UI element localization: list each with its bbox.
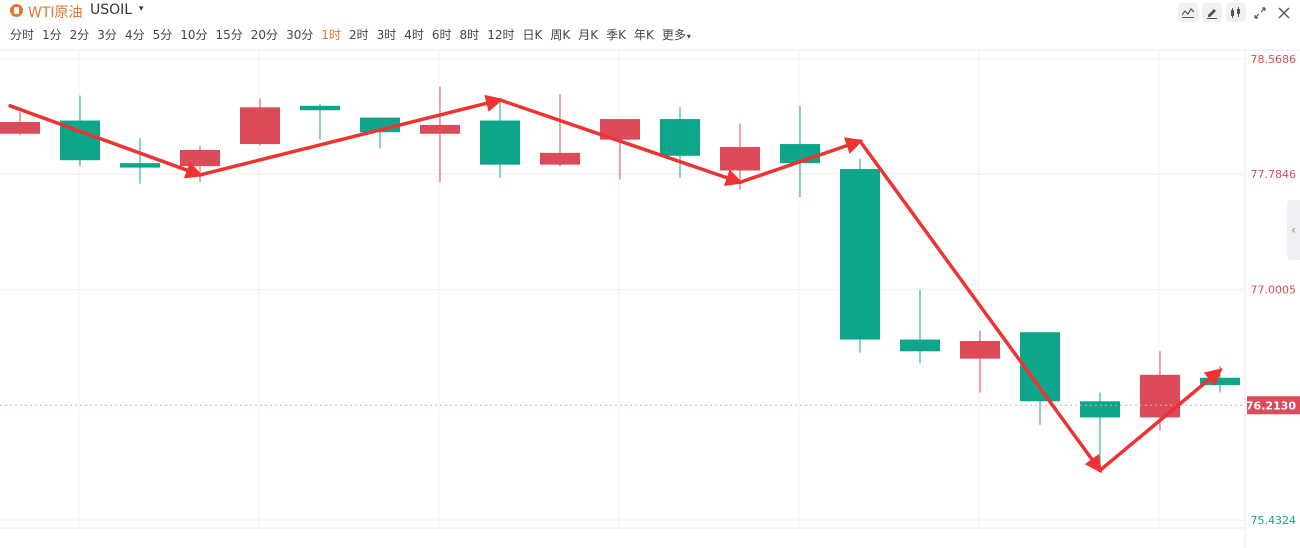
period-tab[interactable]: 20分	[250, 28, 279, 42]
period-tab[interactable]: 分时	[10, 28, 35, 42]
indicator-icon[interactable]	[1178, 3, 1198, 22]
y-tick-label: 78.5686	[1251, 53, 1297, 66]
candle-body	[960, 341, 1000, 359]
instrument-name[interactable]: WTI原油	[28, 5, 83, 21]
period-tab[interactable]: 5分	[152, 28, 173, 42]
chart-toolbar	[1178, 3, 1294, 22]
period-tab[interactable]: 8时	[459, 28, 480, 42]
fullscreen-icon[interactable]	[1250, 3, 1270, 22]
chart-header: WTI原油 USOIL ▾	[0, 0, 1300, 24]
period-selector: 分时 1分 2分 3分 4分 5分 10分 15分 20分 30分 1时 2时 3时 4时 6时 8时 12时日…	[10, 26, 691, 44]
candle-body	[480, 120, 520, 165]
last-price-tag	[1247, 396, 1300, 415]
draw-icon[interactable]	[1202, 3, 1222, 22]
period-tab[interactable]: 1时	[321, 28, 341, 42]
period-tab[interactable]: 6时	[431, 28, 452, 42]
period-tab[interactable]: 3时	[376, 28, 397, 42]
period-tab[interactable]: 月K	[578, 28, 599, 42]
candle-body	[0, 122, 40, 134]
candle-body	[300, 105, 340, 111]
chevron-left-icon: ‹	[1291, 223, 1296, 237]
instrument-dropdown-caret-icon[interactable]: ▾	[139, 4, 144, 14]
period-tab[interactable]: 1分	[42, 28, 62, 42]
trend-arrow	[8, 104, 204, 179]
trend-arrow	[198, 94, 504, 177]
period-tab[interactable]: 3分	[97, 28, 117, 42]
candle-body	[240, 107, 280, 145]
candle-type-icon[interactable]	[1226, 3, 1246, 22]
period-tab[interactable]: 季K	[606, 28, 626, 42]
candle-body	[420, 124, 460, 134]
last-price-label: 76.2130	[1246, 399, 1296, 412]
period-tab[interactable]: 更多▾	[661, 28, 691, 42]
trend-arrow	[1098, 368, 1223, 473]
more-caret-icon: ▾	[686, 32, 691, 41]
period-tab[interactable]: 4时	[404, 28, 424, 42]
period-tab[interactable]: 年K	[633, 28, 654, 42]
period-tab[interactable]: 12时	[487, 28, 515, 42]
candle-body	[720, 146, 760, 171]
trend-arrow	[858, 139, 1103, 474]
candle-body	[540, 152, 580, 165]
candle-body	[1140, 374, 1180, 418]
period-tab[interactable]: 2分	[69, 28, 90, 42]
y-tick-label: 77.0005	[1251, 284, 1297, 297]
period-tab[interactable]: 周K	[550, 28, 571, 42]
y-tick-label: 77.7846	[1251, 168, 1297, 181]
period-tab[interactable]: 10分	[180, 28, 208, 42]
period-tab[interactable]: 30分	[286, 28, 314, 42]
candle-body	[180, 149, 220, 167]
candle-body	[840, 169, 880, 340]
instrument-code[interactable]: USOIL	[90, 2, 133, 18]
candle-body	[1080, 401, 1120, 418]
trend-arrow	[498, 98, 744, 187]
y-tick-label: 75.4324	[1251, 514, 1297, 527]
candle-body	[660, 119, 700, 156]
instrument-logo-icon	[10, 4, 23, 17]
period-tab[interactable]: 2时	[348, 28, 369, 42]
candle-body	[900, 339, 940, 352]
close-icon[interactable]	[1274, 3, 1294, 22]
side-panel-toggle[interactable]: ‹	[1287, 200, 1300, 260]
period-tab[interactable]: 15分	[215, 28, 243, 42]
period-tab[interactable]: 日K	[522, 28, 543, 42]
candle-body	[600, 119, 640, 140]
candle-body	[120, 163, 160, 168]
period-tab[interactable]: 4分	[124, 28, 145, 42]
trend-arrow	[738, 137, 864, 185]
